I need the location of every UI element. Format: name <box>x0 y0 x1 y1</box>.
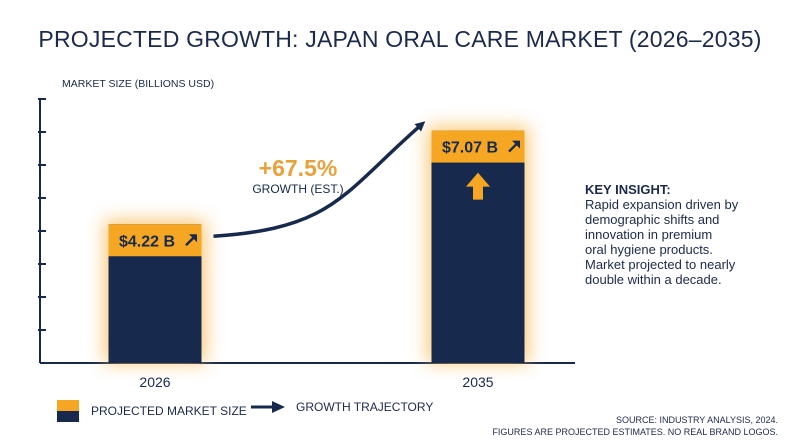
data-label: $4.22 B <box>119 233 175 250</box>
data-label: $7.07 B <box>442 140 498 157</box>
x-tick-label: 2026 <box>139 374 170 390</box>
insight-line: double within a decade. <box>585 272 722 287</box>
chart-title: PROJECTED GROWTH: JAPAN ORAL CARE MARKET… <box>38 26 762 52</box>
legend-growth-label: GROWTH TRAJECTORY <box>296 400 434 414</box>
insight-line: Rapid expansion driven by <box>585 197 739 212</box>
growth-percentage: +67.5% <box>259 155 338 181</box>
insight-heading: KEY INSIGHT: <box>585 182 671 197</box>
bar-label-bg <box>108 224 202 257</box>
insight-line: oral hygiene products. <box>585 242 713 257</box>
legend-swatch <box>57 400 79 422</box>
bar-label-bg <box>431 130 525 163</box>
insight-line: innovation in premium <box>585 227 713 242</box>
growth-label: GROWTH (EST.) <box>252 182 343 196</box>
arrow-up-right-icon <box>185 234 197 247</box>
source-line: SOURCE: INDUSTRY ANALYSIS, 2024. <box>615 415 778 425</box>
x-tick-label: 2035 <box>462 374 493 390</box>
insight-line: Market projected to nearly <box>585 257 736 272</box>
legend-market-size: PROJECTED MARKET SIZE <box>57 400 247 422</box>
arrow-right-icon <box>251 401 285 413</box>
growth-trajectory-arrow <box>213 121 426 239</box>
source-line: FIGURES ARE PROJECTED ESTIMATES. NO REAL… <box>492 427 778 437</box>
arrow-up-right-icon <box>508 140 520 153</box>
legend-market-size-label: PROJECTED MARKET SIZE <box>91 404 247 418</box>
y-axis-label: MARKET SIZE (BILLIONS USD) <box>62 78 215 90</box>
arrow-up-icon <box>466 172 490 200</box>
legend-growth-trajectory: GROWTH TRAJECTORY <box>250 400 433 414</box>
insight-line: demographic shifts and <box>585 212 720 227</box>
key-insight: KEY INSIGHT: Rapid expansion driven by d… <box>585 182 785 287</box>
source-note: SOURCE: INDUSTRY ANALYSIS, 2024. FIGURES… <box>492 414 778 438</box>
bar <box>431 130 525 363</box>
